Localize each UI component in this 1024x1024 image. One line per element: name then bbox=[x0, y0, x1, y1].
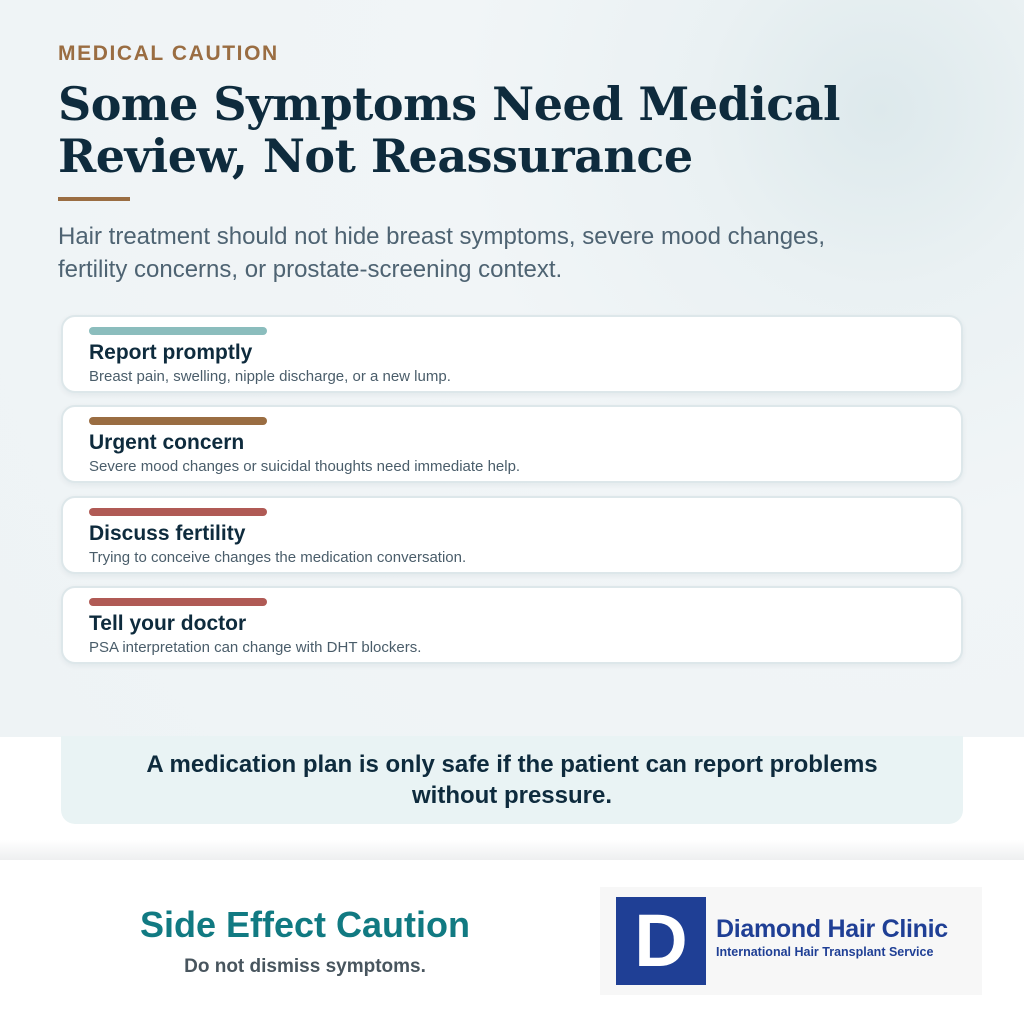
callout-text: A medication plan is only safe if the pa… bbox=[146, 749, 877, 811]
page-title: Some Symptoms Need Medical Review, Not R… bbox=[58, 78, 958, 182]
card-accent-bar bbox=[89, 598, 267, 606]
footer-shadow bbox=[0, 840, 1024, 862]
page-title-line-1: Some Symptoms Need Medical bbox=[58, 77, 841, 131]
card-title: Discuss fertility bbox=[89, 522, 246, 545]
footer: Side Effect Caution Do not dismiss sympt… bbox=[0, 860, 1024, 1024]
subtitle-line-1: Hair treatment should not hide breast sy… bbox=[58, 223, 826, 250]
subtitle-line-2: fertility concerns, or prostate-screenin… bbox=[58, 256, 563, 283]
eyebrow-label: MEDICAL CAUTION bbox=[58, 42, 279, 65]
hero-section: MEDICAL CAUTION Some Symptoms Need Medic… bbox=[0, 0, 1024, 737]
logo-mark: D bbox=[616, 897, 706, 985]
footer-subtitle: Do not dismiss symptoms. bbox=[184, 956, 426, 977]
card-title: Urgent concern bbox=[89, 431, 245, 454]
page-subtitle: Hair treatment should not hide breast sy… bbox=[58, 220, 938, 286]
card-tell-your-doctor: Tell your doctor PSA interpretation can … bbox=[61, 586, 963, 664]
card-accent-bar bbox=[89, 327, 267, 335]
callout-line-1: A medication plan is only safe if the pa… bbox=[146, 751, 878, 778]
card-urgent-concern: Urgent concern Severe mood changes or su… bbox=[61, 405, 963, 483]
logo-name: Diamond Hair Clinic bbox=[716, 915, 948, 943]
card-accent-bar bbox=[89, 508, 267, 516]
clinic-logo: D Diamond Hair Clinic International Hair… bbox=[600, 887, 982, 995]
page-title-line-2: Review, Not Reassurance bbox=[58, 129, 693, 183]
card-title: Report promptly bbox=[89, 341, 253, 364]
logo-letter: D bbox=[634, 899, 688, 982]
card-title: Tell your doctor bbox=[89, 612, 247, 635]
title-divider bbox=[58, 197, 130, 201]
card-accent-bar bbox=[89, 417, 267, 425]
card-description: PSA interpretation can change with DHT b… bbox=[89, 639, 422, 656]
card-description: Severe mood changes or suicidal thoughts… bbox=[89, 458, 521, 475]
card-discuss-fertility: Discuss fertility Trying to conceive cha… bbox=[61, 496, 963, 574]
logo-tagline: International Hair Transplant Service bbox=[716, 945, 934, 959]
callout-line-2: without pressure. bbox=[411, 782, 613, 809]
card-description: Breast pain, swelling, nipple discharge,… bbox=[89, 368, 451, 385]
card-description: Trying to conceive changes the medicatio… bbox=[89, 549, 467, 566]
card-report-promptly: Report promptly Breast pain, swelling, n… bbox=[61, 315, 963, 393]
footer-title: Side Effect Caution bbox=[139, 904, 471, 945]
callout-box: A medication plan is only safe if the pa… bbox=[61, 736, 963, 824]
